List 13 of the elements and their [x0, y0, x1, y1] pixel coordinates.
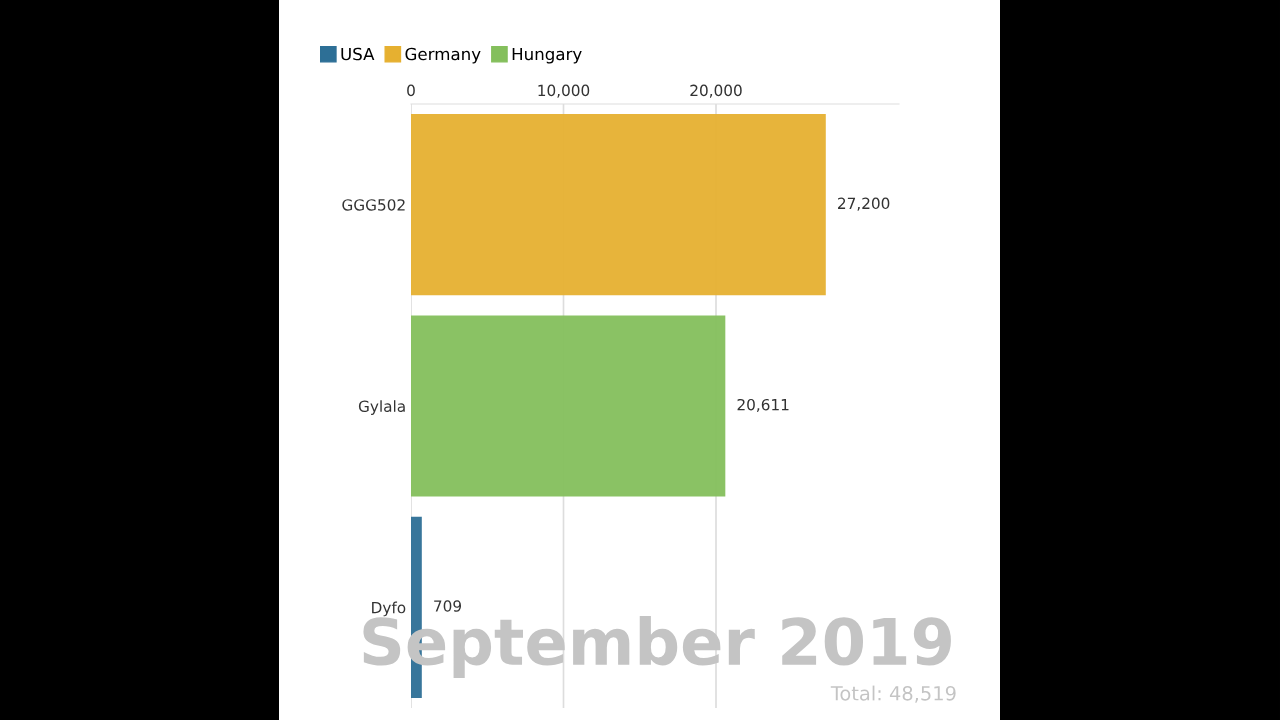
legend-label: Hungary: [512, 47, 582, 64]
legend-label: USA: [341, 47, 375, 61]
y-tick-label: Gylala: [358, 400, 405, 415]
x-tick-label: 20,000: [690, 84, 742, 98]
legend-label: Germany: [405, 47, 481, 64]
data-label: 709: [434, 600, 462, 612]
x-tick-label: 0: [407, 84, 415, 97]
annotation: Total: 48,519: [830, 685, 956, 703]
x-tick-label: 10,000: [538, 84, 590, 98]
data-label: 20,611: [737, 398, 789, 412]
data-label: 27,200: [838, 197, 890, 211]
y-tick-label: Dyfo: [372, 601, 406, 617]
y-tick-label: GGG502: [342, 199, 405, 211]
